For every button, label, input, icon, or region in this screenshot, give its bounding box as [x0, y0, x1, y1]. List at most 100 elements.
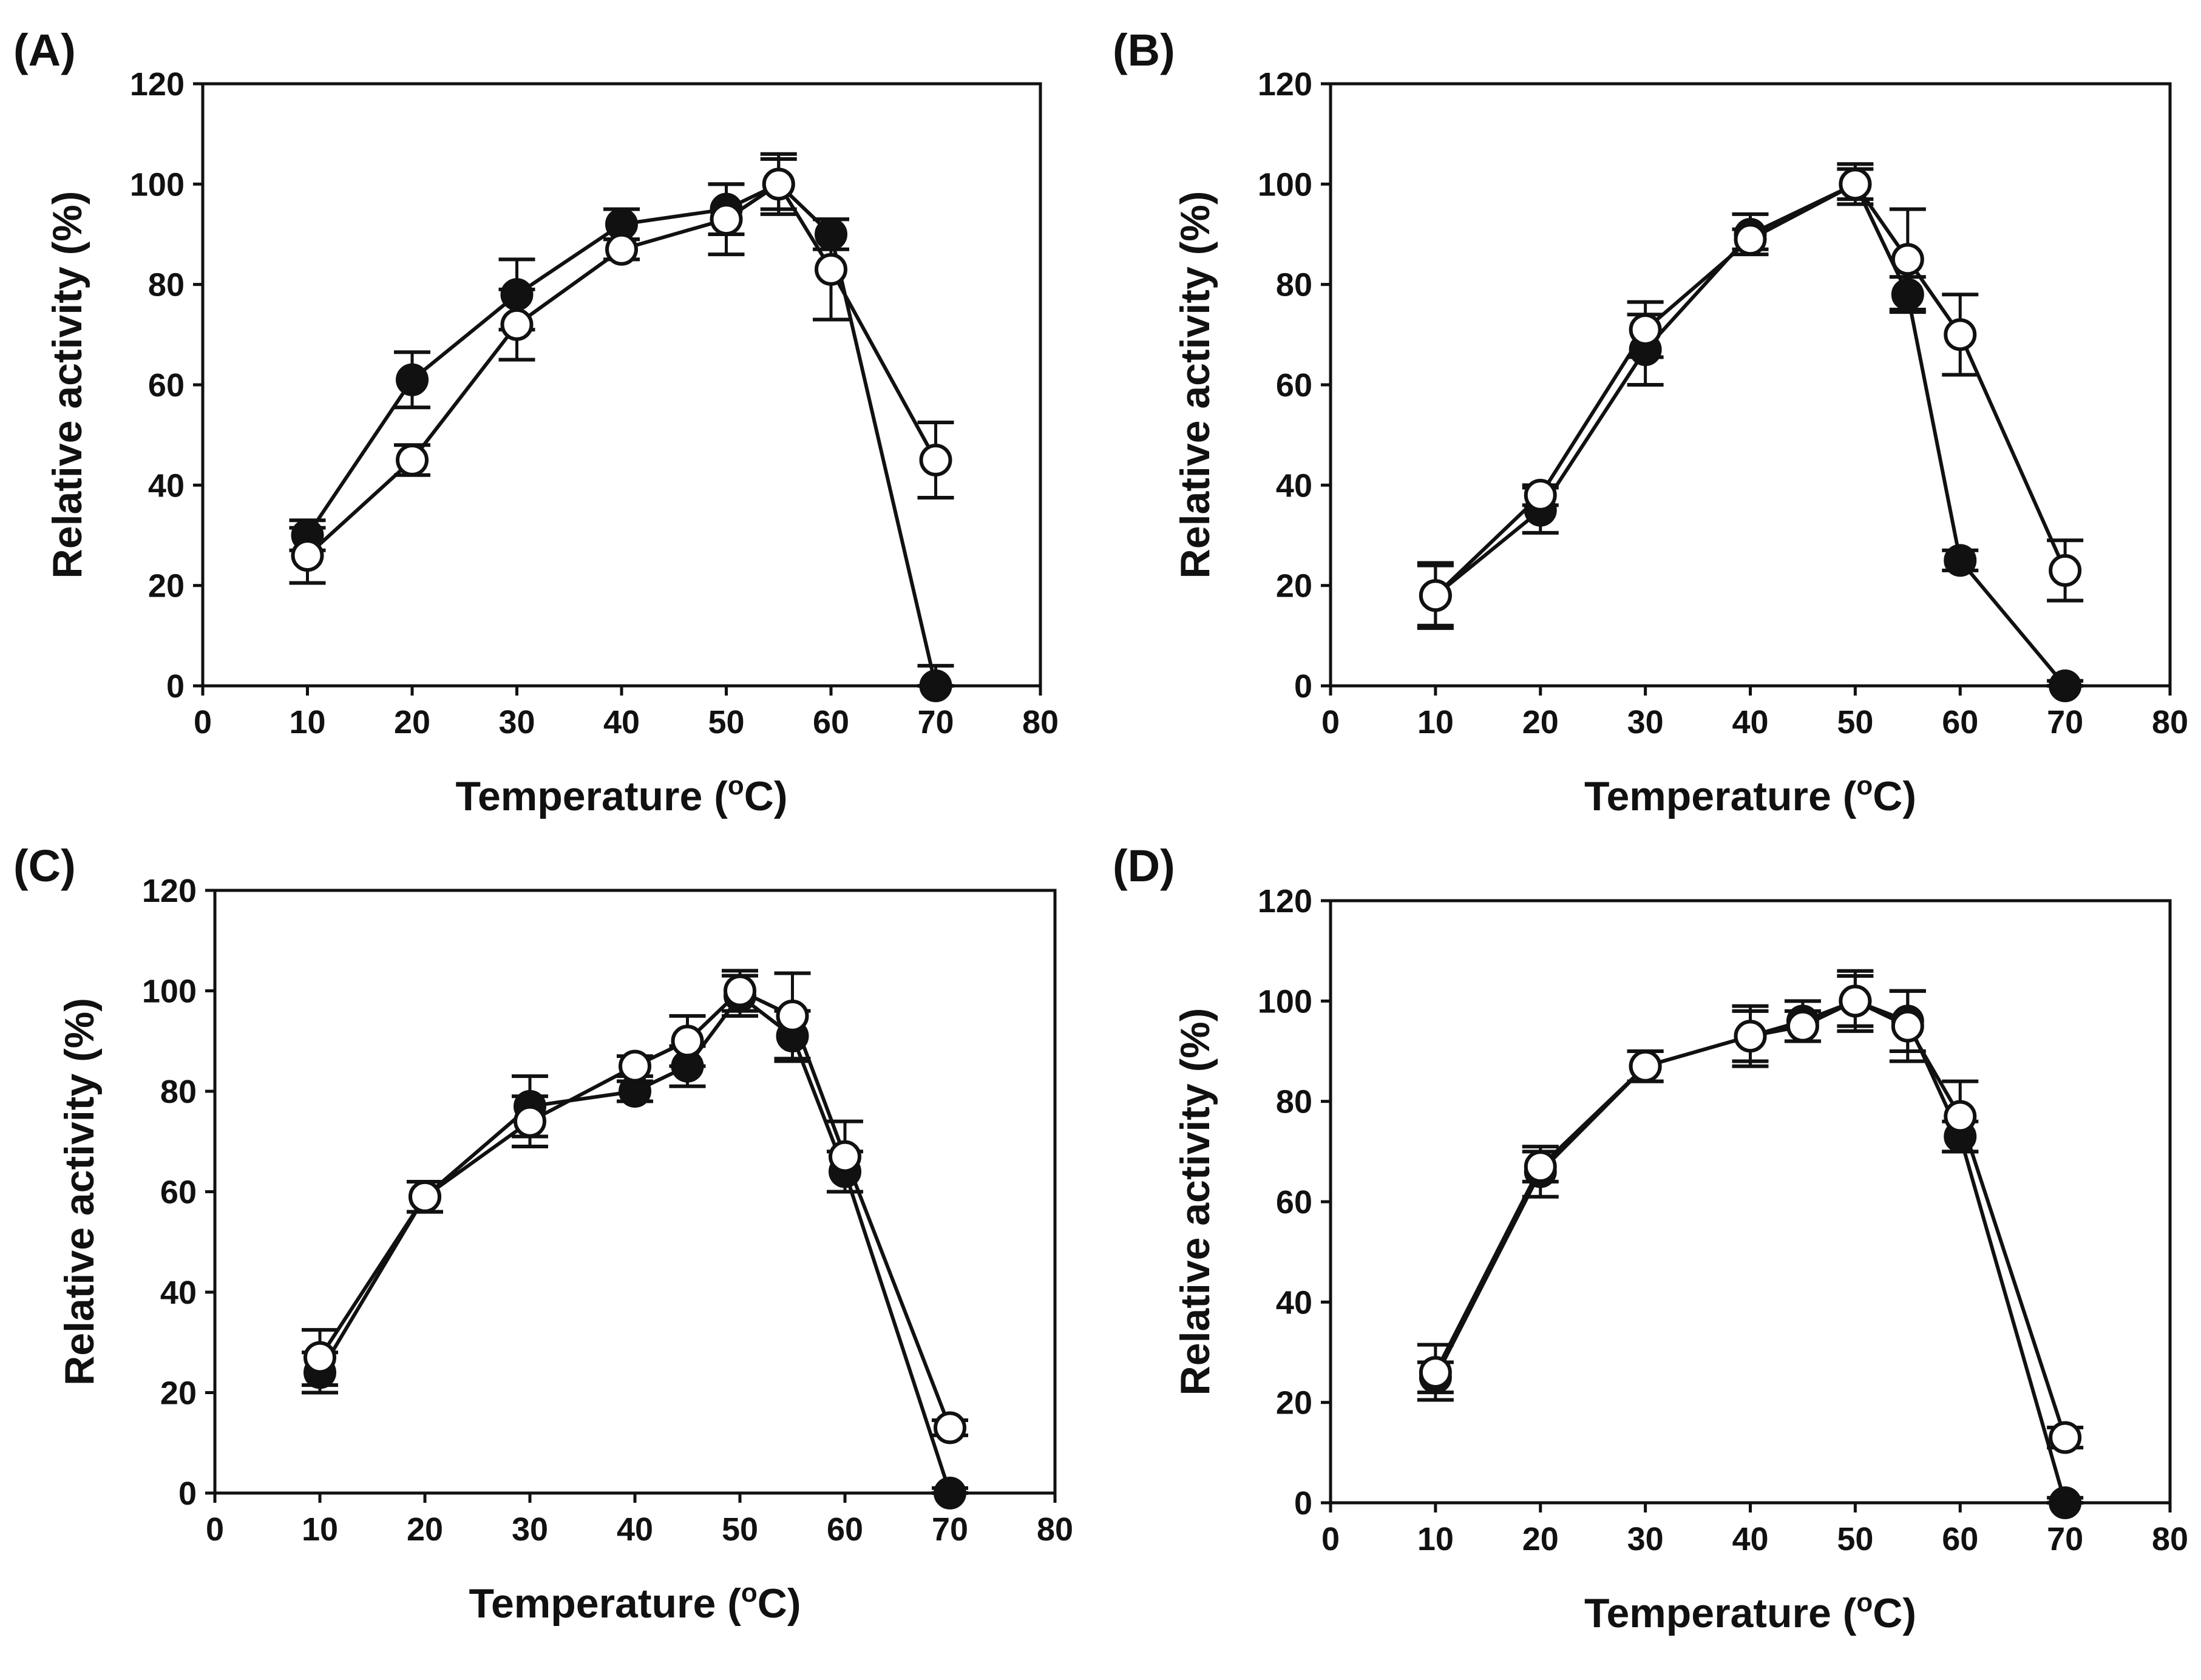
data-point-filled	[396, 363, 429, 396]
x-tick-label: 20	[1522, 704, 1559, 740]
x-tick-label: 50	[1837, 1521, 1873, 1557]
data-point-filled	[500, 278, 534, 311]
data-point-open	[1419, 1356, 1452, 1389]
plot-frame-b	[1329, 82, 2172, 688]
x-tick-label: 80	[2152, 704, 2188, 740]
x-tick-label: 80	[2152, 1521, 2188, 1557]
x-tick-label: 70	[2047, 704, 2083, 740]
data-point-open	[2049, 554, 2082, 587]
data-point-open	[1786, 1009, 1819, 1043]
data-point-open	[1891, 1009, 1924, 1043]
y-tick-label: 120	[142, 873, 197, 909]
y-tick-label: 80	[1276, 267, 1312, 303]
data-point-filled	[2049, 1486, 2082, 1519]
x-tick-label: 10	[1417, 704, 1454, 740]
data-point-filled	[815, 218, 847, 251]
y-tick-label: 0	[1294, 668, 1312, 705]
data-point-open	[1524, 1150, 1557, 1184]
x-tick-label: 0	[1321, 1521, 1340, 1557]
x-tick-label: 50	[1837, 704, 1873, 740]
x-tick-label: 70	[917, 704, 954, 740]
data-point-open	[2049, 1421, 2082, 1454]
data-point-open	[919, 444, 952, 476]
y-axis-title-d: Relative activity (%)	[1172, 1008, 1218, 1396]
x-tick-label: 60	[827, 1511, 863, 1548]
panel-b: 0 10 20 30 40 50 60 70 80 0 20 40 60 80 100 120 Temperat…	[1100, 0, 2201, 840]
y-tick-label: 100	[1258, 983, 1312, 1020]
plot-frame-c	[213, 889, 1057, 1495]
data-point-open	[829, 1140, 861, 1173]
y-tick-label: 20	[1276, 1385, 1312, 1421]
y-tick-label: 100	[130, 166, 185, 203]
x-tick-label: 40	[1732, 1521, 1768, 1557]
data-point-open	[710, 203, 743, 236]
y-tick-label: 60	[160, 1174, 197, 1211]
data-point-open	[1944, 318, 1977, 351]
x-tick-label: 30	[1627, 704, 1664, 740]
y-tick-label: 80	[1276, 1084, 1312, 1120]
y-tick-label: 40	[160, 1275, 197, 1311]
x-tick-label: 40	[1732, 704, 1768, 740]
panel-label-b: (B)	[1113, 25, 1175, 75]
data-point-open	[1734, 1020, 1767, 1053]
x-tick-label: 0	[1321, 704, 1340, 740]
data-point-filled	[919, 669, 952, 702]
y-tick-label: 0	[1294, 1485, 1312, 1522]
data-point-open	[1419, 579, 1452, 612]
x-tick-label: 60	[1942, 1521, 1978, 1557]
x-tick-label: 0	[206, 1511, 224, 1548]
data-point-filled	[1944, 544, 1977, 577]
data-point-open	[514, 1105, 546, 1138]
x-axis-title-b: Temperature (oC)	[1584, 771, 1916, 819]
y-tick-label: 20	[148, 568, 185, 605]
panel-a: 0 10 20 30 40 50 60 70 80 0 20 40 60 80 100 120 Temperat…	[0, 0, 1100, 840]
y-tick-label: 20	[1276, 568, 1312, 605]
y-tick-label: 20	[160, 1375, 197, 1412]
x-tick-label: 40	[617, 1511, 653, 1548]
y-tick-label: 40	[1276, 1284, 1312, 1321]
data-point-open	[291, 539, 324, 572]
y-tick-label: 100	[1258, 166, 1312, 203]
data-point-open	[1629, 313, 1662, 347]
data-point-filled	[1891, 278, 1924, 311]
x-tick-label: 30	[498, 704, 535, 740]
y-tick-label: 80	[160, 1074, 197, 1110]
panel-c: 0 10 20 30 40 50 60 70 80 0 20 40 60 80 100 120 Temperat…	[0, 840, 1100, 1680]
series-line-filled-d	[1434, 999, 2067, 1503]
data-point-open	[396, 444, 429, 476]
data-point-open	[1734, 223, 1767, 256]
x-tick-label: 50	[708, 704, 744, 740]
x-axis-title-d: Temperature (oC)	[1584, 1588, 1916, 1636]
y-tick-label: 120	[1258, 883, 1312, 920]
y-tick-label: 120	[1258, 66, 1312, 103]
data-point-open	[1944, 1100, 1977, 1133]
panel-label-d: (D)	[1113, 841, 1175, 891]
plot-frame-d	[1329, 899, 2172, 1505]
panel-c-plot: 0 10 20 30 40 50 60 70 80 0 20 40 60 80 100 120 Temperat…	[56, 873, 1073, 1627]
panel-a-plot: 0 10 20 30 40 50 60 70 80 0 20 40 60 80 100 120 Temperat…	[44, 66, 1059, 819]
data-point-open	[1629, 1049, 1662, 1083]
y-axis-title-c: Relative activity (%)	[56, 998, 103, 1386]
x-tick-label: 70	[932, 1511, 968, 1548]
data-point-open	[1891, 243, 1924, 276]
x-tick-label: 20	[407, 1511, 443, 1548]
y-tick-label: 0	[166, 668, 185, 705]
panel-d-plot: 0 10 20 30 40 50 60 70 80 0 20 40 60 80 100 120 Temperat…	[1172, 883, 2188, 1636]
data-point-open	[409, 1180, 441, 1213]
x-tick-label: 0	[194, 704, 212, 740]
x-tick-label: 70	[2047, 1521, 2083, 1557]
x-tick-label: 40	[603, 704, 640, 740]
x-tick-label: 30	[1627, 1521, 1664, 1557]
y-tick-label: 100	[142, 974, 197, 1010]
data-point-open	[724, 974, 756, 1008]
data-point-open	[776, 999, 809, 1032]
data-point-filled	[934, 1477, 966, 1509]
x-tick-label: 20	[394, 704, 430, 740]
data-point-open	[500, 308, 534, 341]
y-tick-label: 0	[178, 1475, 197, 1512]
data-point-open	[934, 1411, 966, 1445]
data-point-open	[1839, 168, 1872, 201]
x-tick-label: 60	[813, 704, 849, 740]
panel-b-plot: 0 10 20 30 40 50 60 70 80 0 20 40 60 80 100 120 Temperat…	[1172, 66, 2188, 819]
